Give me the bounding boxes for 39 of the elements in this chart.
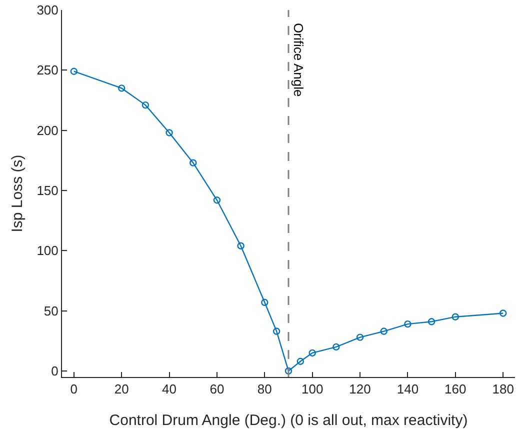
point [284,367,292,375]
point [452,313,459,320]
y-axis-title: Isp Loss (s) [9,154,26,232]
ref-line-label: Orifice Angle [291,23,306,97]
point [356,334,364,341]
point [261,298,268,306]
x-tick-label: 140 [396,382,419,397]
x-tick-label: 100 [301,382,324,397]
point [213,196,221,204]
x-tick-label: 160 [444,382,466,397]
point [70,68,78,75]
y-tick-label: 50 [44,303,58,318]
y-tick-label: 300 [36,2,58,18]
point [308,349,316,357]
x-tick-label: 20 [114,382,129,397]
point [272,328,280,335]
point [404,320,412,328]
x-tick-label: 180 [492,382,514,397]
x-tick-label: 120 [349,382,371,397]
point [118,84,126,92]
point [499,310,507,317]
point [166,129,173,136]
x-axis-title: Control Drum Angle (Deg.) (0 is all out, max reactivity) [109,412,468,429]
point [237,242,244,250]
point [380,328,388,335]
y-tick-label: 150 [36,183,58,198]
point [296,358,304,365]
x-tick-label: 60 [210,382,224,397]
y-tick-label: 0 [51,364,58,379]
x-tick-label: 80 [257,382,272,397]
point [428,318,436,326]
point [142,101,150,109]
x-tick-label: 40 [162,382,177,397]
y-tick-label: 200 [36,122,58,138]
x-tick-label: 0 [70,382,78,397]
y-tick-label: 100 [36,243,58,258]
point [332,343,340,351]
point [190,159,197,166]
y-tick-label: 250 [36,62,58,78]
